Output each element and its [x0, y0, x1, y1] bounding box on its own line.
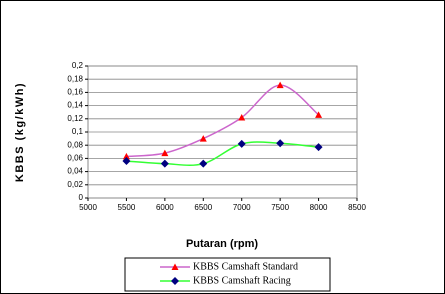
x-tick-label: 8500	[348, 203, 366, 212]
x-axis-title: Putaran (rpm)	[186, 238, 258, 250]
y-tick-label: 0,12	[67, 114, 83, 123]
x-tick-label: 7500	[271, 203, 289, 212]
legend-marker	[171, 277, 179, 285]
legend-marker	[171, 263, 179, 270]
x-tick-label: 8000	[310, 203, 328, 212]
y-tick-label: 0,2	[72, 61, 84, 70]
marker	[276, 139, 285, 148]
legend	[124, 257, 331, 292]
marker	[160, 159, 169, 168]
y-tick-label: 0,1	[72, 127, 84, 136]
marker	[315, 111, 323, 118]
marker	[122, 152, 130, 160]
marker	[161, 149, 169, 157]
marker	[314, 143, 323, 152]
legend-label: KBBS Camshaft Standard	[193, 261, 298, 272]
y-tick-label: 0,14	[67, 101, 83, 110]
x-tick-label: 6000	[156, 203, 174, 212]
series-line	[126, 84, 320, 158]
marker	[122, 157, 131, 166]
x-tick-label: 5500	[118, 203, 136, 212]
x-tick-label: 6500	[194, 203, 212, 212]
marker	[237, 139, 246, 148]
x-tick-label: 7000	[233, 203, 251, 212]
marker	[199, 159, 208, 168]
y-tick-label: 0,04	[67, 167, 83, 176]
marker	[238, 113, 246, 121]
legend-label: KBBS Camshaft Racing	[193, 275, 291, 286]
y-tick-label: 0,02	[67, 180, 83, 189]
marker	[199, 135, 207, 142]
y-tick-label: 0	[79, 193, 84, 202]
marker	[276, 81, 284, 89]
y-axis-title: KBBS (kg/kWh)	[14, 82, 26, 182]
y-tick-label: 0,06	[67, 154, 83, 163]
x-tick-label: 5000	[79, 203, 97, 212]
y-tick-label: 0,16	[67, 88, 83, 97]
y-tick-label: 0,08	[67, 140, 83, 149]
y-tick-label: 0,18	[67, 74, 83, 83]
